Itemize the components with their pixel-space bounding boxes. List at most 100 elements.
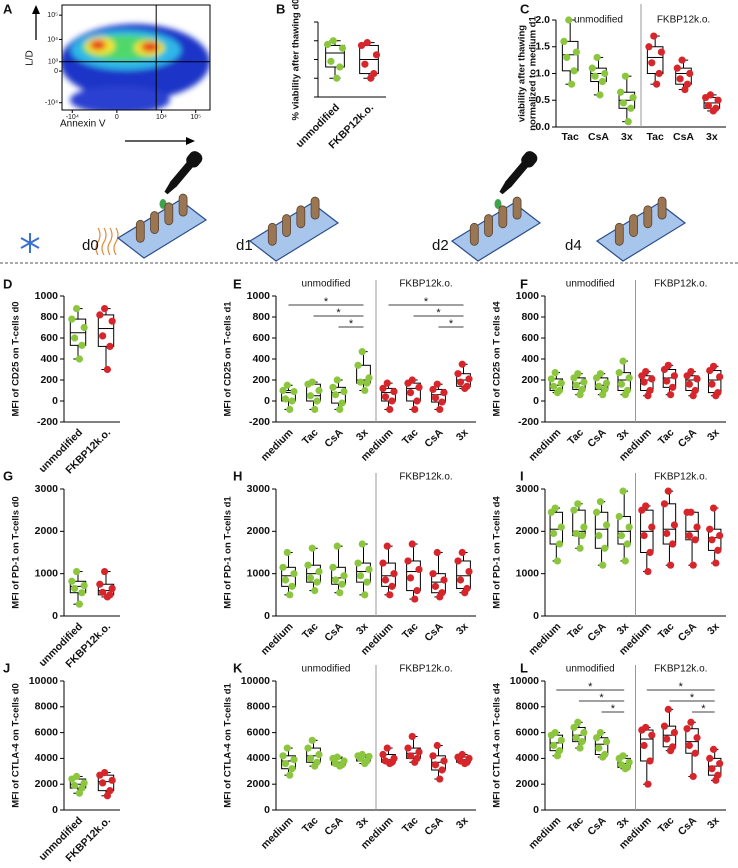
data-point [549, 382, 558, 390]
y-tick-label: 10³ [48, 59, 59, 66]
data-point [615, 754, 623, 763]
group-label: unmodified [574, 15, 623, 26]
data-point [572, 381, 580, 389]
data-point [329, 37, 337, 45]
data-point [338, 44, 347, 52]
x-tick-label: CsA [422, 814, 446, 838]
data-point [619, 357, 627, 365]
dropper [499, 151, 538, 195]
x-tick-label: 10⁵ [190, 114, 201, 121]
y-tick-label: 400 [521, 353, 539, 365]
data-point [283, 548, 291, 557]
data-point [691, 536, 699, 544]
data-point [436, 593, 444, 601]
tube [296, 205, 306, 229]
data-point [440, 757, 448, 765]
data-point [650, 32, 658, 40]
y-tick-label: 2000 [516, 525, 540, 537]
x-tick-label: 0 [115, 114, 119, 121]
data-point [438, 766, 446, 774]
data-point [290, 570, 298, 578]
data-point [404, 379, 412, 387]
y-tick-label: 8000 [35, 701, 59, 713]
data-point [436, 775, 444, 783]
warm-lines [95, 227, 119, 256]
data-point [683, 80, 692, 88]
data-point [96, 311, 104, 319]
data-point [429, 385, 437, 394]
y-tick-label: 800 [252, 311, 270, 323]
axis-arrowhead [32, 5, 40, 14]
data-point [358, 348, 366, 356]
data-point [73, 567, 81, 576]
data-point [709, 107, 717, 115]
data-point [595, 531, 603, 540]
data-point [413, 397, 421, 405]
x-tick-label: CsA [422, 620, 446, 644]
y-tick-label: 1000 [516, 290, 540, 302]
data-point [386, 405, 394, 413]
data-point [379, 559, 387, 567]
data-point [440, 389, 448, 397]
y-tick-label: 600 [40, 332, 58, 344]
x-tick-label: 3x [615, 814, 632, 831]
data-point [663, 377, 671, 385]
y-tick-label: 0 [264, 610, 270, 622]
data-point [638, 372, 646, 380]
x-tick-label: -10⁴ [66, 114, 79, 121]
y-tick-label: 1000 [247, 567, 271, 579]
data-point [547, 731, 555, 739]
data-point [336, 405, 344, 413]
x-tick-label: 3x [706, 131, 718, 143]
data-point [461, 759, 469, 768]
data-point [664, 487, 672, 495]
y-axis-label: L/D [25, 50, 36, 66]
data-point [390, 570, 398, 578]
data-point [96, 580, 104, 588]
data-point [714, 546, 722, 554]
data-point [570, 374, 578, 382]
data-point [465, 375, 473, 383]
data-point [601, 544, 609, 552]
significance-label: * [424, 296, 429, 308]
data-point [433, 741, 441, 750]
data-point [386, 759, 394, 768]
data-point [306, 574, 315, 582]
data-point [669, 540, 677, 548]
y-tick-label: 2000 [35, 525, 59, 537]
x-tick-label: 3x [354, 620, 371, 637]
data-point [78, 341, 86, 349]
data-point [461, 384, 469, 392]
data-point [627, 104, 635, 112]
data-point [99, 332, 107, 340]
x-tick-label: 3x [454, 620, 471, 637]
y-tick-label: 4000 [516, 752, 540, 764]
data-point [279, 563, 287, 571]
x-tick-label: CsA [585, 426, 609, 450]
x-tick-label: Tac [400, 426, 421, 447]
y-tick-label: 0.0 [535, 121, 550, 133]
data-point [716, 531, 724, 540]
data-point [304, 744, 312, 752]
data-point [361, 591, 369, 599]
data-point [557, 523, 565, 531]
data-point [415, 748, 423, 756]
timepoint-label: d0 [82, 237, 99, 254]
data-point [458, 548, 466, 557]
data-point [580, 729, 588, 737]
data-point [78, 589, 86, 597]
data-point [640, 531, 648, 540]
data-point [557, 379, 565, 387]
data-point [676, 75, 684, 83]
data-point [429, 570, 437, 578]
data-point [357, 41, 366, 50]
data-point [311, 587, 319, 595]
data-point [286, 591, 294, 599]
data-point [570, 506, 578, 514]
data-point [553, 557, 562, 565]
panel-label: F [520, 276, 528, 291]
group-label: unmodified [566, 664, 615, 675]
tube [484, 214, 493, 237]
data-point [591, 72, 599, 80]
y-axis-label: MFI of PD-1 on T-cells d4 [492, 496, 503, 609]
